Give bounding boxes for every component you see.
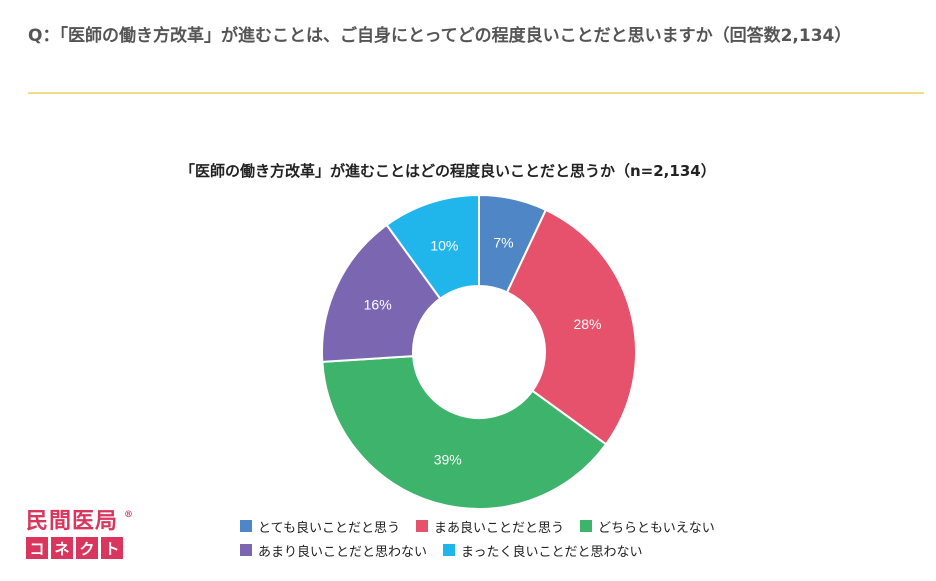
divider bbox=[28, 92, 924, 94]
chart-title: 「医師の働き方改革」が進むことはどの程度良いことだと思うか（n=2,134） bbox=[180, 162, 716, 180]
logo-char: ク bbox=[76, 537, 98, 559]
legend-item-neutral: どちらともいえない bbox=[579, 517, 715, 536]
donut-slice-5 bbox=[385, 193, 480, 301]
legend-item-very-good: とても良いことだと思う bbox=[240, 517, 400, 536]
legend-swatch bbox=[415, 520, 428, 532]
logo-char: ト bbox=[101, 537, 123, 559]
slice-label-2: 28% bbox=[573, 316, 601, 332]
legend-item-not-very-good: あまり良いことだと思わない bbox=[240, 541, 427, 560]
slice-label-1: 7% bbox=[493, 235, 513, 251]
legend-swatch bbox=[240, 520, 252, 532]
donut-slice-2 bbox=[505, 208, 637, 446]
registered-mark-icon: ® bbox=[124, 510, 134, 520]
legend-label: とても良いことだと思う bbox=[258, 520, 400, 536]
slice-label-3: 39% bbox=[434, 452, 462, 468]
slice-label-5: 10% bbox=[430, 237, 458, 253]
legend-swatch bbox=[443, 544, 456, 556]
legend-item-not-good-at-all: まったく良いことだと思わない bbox=[443, 541, 643, 560]
logo-top: 民間医局 ® bbox=[26, 508, 136, 534]
question-text: Q：「医師の働き方改革」が進むことは、ご自身にとってどの程度良いことだと思います… bbox=[28, 26, 852, 46]
slice-label-4: 16% bbox=[364, 296, 392, 312]
legend-swatch bbox=[240, 544, 252, 556]
legend-label: どちらともいえない bbox=[597, 520, 715, 536]
legend-row-2: あまり良いことだと思わない まったく良いことだと思わない bbox=[240, 539, 731, 561]
logo-char: ネ bbox=[51, 537, 73, 559]
legend-label: まったく良いことだと思わない bbox=[461, 544, 643, 560]
logo-char: コ bbox=[26, 537, 48, 559]
legend-row-1: とても良いことだと思う まあ良いことだと思う どちらともいえない bbox=[240, 515, 731, 537]
legend-item-somewhat-good: まあ良いことだと思う bbox=[415, 517, 564, 536]
logo-top-text: 民間医局 bbox=[26, 508, 119, 534]
brand-logo: 民間医局 ® コ ネ ク ト bbox=[26, 508, 136, 568]
legend-label: まあ良いことだと思う bbox=[433, 520, 564, 536]
logo-bottom: コ ネ ク ト bbox=[26, 537, 136, 559]
donut-slice-3 bbox=[321, 355, 608, 510]
legend-label: あまり良いことだと思わない bbox=[258, 544, 428, 560]
legend-swatch bbox=[579, 520, 592, 532]
legend: とても良いことだと思う まあ良いことだと思う どちらともいえない あまり良いこと… bbox=[240, 515, 731, 563]
